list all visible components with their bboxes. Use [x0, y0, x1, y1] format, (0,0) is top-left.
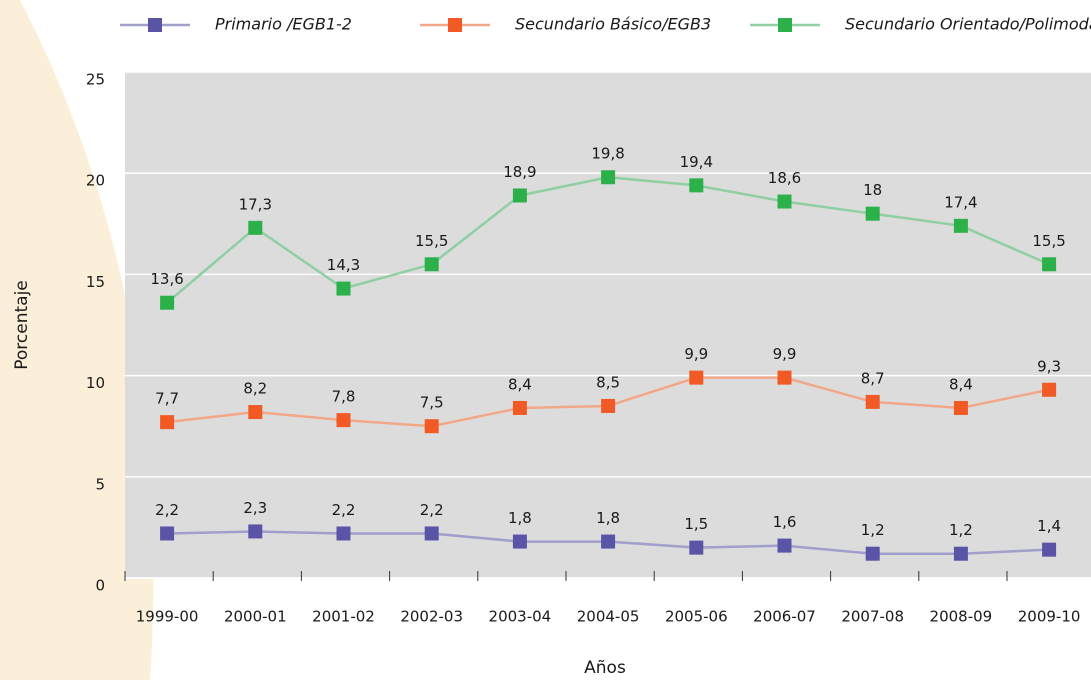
point-marker [160, 526, 175, 541]
point-marker [777, 194, 792, 209]
y-tick-label: 10 [86, 374, 105, 392]
y-tick-label: 25 [86, 71, 105, 89]
x-tick-label: 2005-06 [665, 608, 728, 626]
data-label: 1,8 [508, 509, 532, 527]
data-label: 2,2 [332, 501, 356, 519]
y-axis-label: Porcentaje [12, 280, 32, 370]
data-label: 9,9 [773, 345, 797, 363]
legend-text: Secundario Básico/EGB3 [515, 15, 711, 34]
data-label: 13,6 [150, 270, 183, 288]
data-label: 7,7 [155, 390, 179, 408]
background-shape [0, 0, 154, 680]
y-tick-label: 20 [86, 172, 105, 190]
plot-area [125, 72, 1091, 578]
point-marker [953, 218, 968, 233]
point-marker [601, 170, 616, 185]
data-label: 2,2 [420, 501, 444, 519]
data-label: 18 [863, 181, 882, 199]
point-marker [777, 370, 792, 385]
data-label: 7,8 [332, 388, 356, 406]
x-tick-label: 2003-04 [489, 608, 552, 626]
point-marker [336, 413, 351, 428]
point-marker [689, 370, 704, 385]
point-marker [1042, 382, 1057, 397]
x-tick-label: 2009-10 [1018, 608, 1081, 626]
point-marker [424, 419, 439, 434]
point-marker [336, 281, 351, 296]
data-label: 18,6 [768, 169, 801, 187]
data-label: 17,4 [944, 193, 977, 211]
data-label: 1,5 [684, 515, 708, 533]
point-marker [512, 400, 527, 415]
point-marker [865, 546, 880, 561]
data-label: 19,4 [680, 153, 713, 171]
point-marker [424, 526, 439, 541]
x-tick-label: 2002-03 [400, 608, 463, 626]
data-label: 17,3 [239, 195, 272, 213]
x-tick-label: 2001-02 [312, 608, 375, 626]
data-label: 8,4 [508, 375, 532, 393]
point-marker [689, 540, 704, 555]
legend-text: Primario /EGB1-2 [215, 15, 352, 34]
y-tick-label: 5 [95, 475, 105, 493]
x-tick-label: 2006-07 [753, 608, 816, 626]
point-marker [953, 546, 968, 561]
y-tick-label: 15 [86, 273, 105, 291]
point-marker [248, 405, 263, 420]
data-label: 8,5 [596, 373, 620, 391]
legend-text: Secundario Orientado/Polimodal [845, 15, 1091, 34]
x-tick-label: 2004-05 [577, 608, 640, 626]
legend-marker [448, 18, 462, 32]
data-label: 1,8 [596, 509, 620, 527]
legend-marker [778, 18, 792, 32]
point-marker [248, 220, 263, 235]
x-tick-label: 2008-09 [930, 608, 993, 626]
point-marker [601, 534, 616, 549]
x-tick-label: 2007-08 [841, 608, 904, 626]
point-marker [424, 257, 439, 272]
y-tick-label: 0 [95, 577, 105, 595]
data-label: 14,3 [327, 256, 360, 274]
point-marker [1042, 542, 1057, 557]
x-axis-label: Años [584, 658, 626, 678]
data-label: 9,9 [684, 345, 708, 363]
point-marker [248, 524, 263, 539]
point-marker [512, 534, 527, 549]
point-marker [160, 415, 175, 430]
data-label: 1,2 [949, 521, 973, 539]
data-label: 15,5 [1032, 232, 1065, 250]
data-label: 7,5 [420, 394, 444, 412]
data-label: 1,4 [1037, 517, 1061, 535]
point-marker [953, 400, 968, 415]
data-label: 8,4 [949, 375, 973, 393]
legend-marker [148, 18, 162, 32]
point-marker [865, 206, 880, 221]
point-marker [336, 526, 351, 541]
data-label: 9,3 [1037, 357, 1061, 375]
data-label: 19,8 [591, 145, 624, 163]
point-marker [777, 538, 792, 553]
data-label: 8,2 [243, 380, 267, 398]
point-marker [160, 295, 175, 310]
point-marker [865, 394, 880, 409]
data-label: 1,6 [773, 513, 797, 531]
data-label: 1,2 [861, 521, 885, 539]
data-label: 15,5 [415, 232, 448, 250]
x-tick-label: 2000-01 [224, 608, 287, 626]
point-marker [1042, 257, 1057, 272]
data-label: 8,7 [861, 369, 885, 387]
data-label: 2,2 [155, 501, 179, 519]
x-tick-label: 1999-00 [136, 608, 199, 626]
point-marker [689, 178, 704, 193]
point-marker [512, 188, 527, 203]
point-marker [601, 398, 616, 413]
data-label: 2,3 [243, 499, 267, 517]
data-label: 18,9 [503, 163, 536, 181]
